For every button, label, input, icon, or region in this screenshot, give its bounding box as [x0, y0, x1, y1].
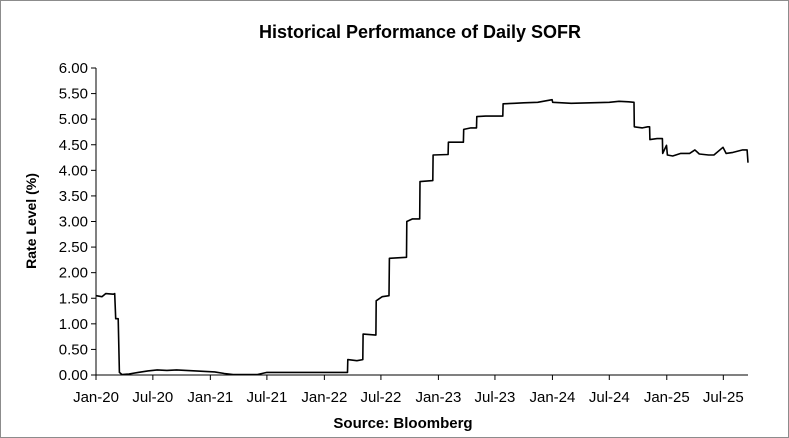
x-tick-label: Jul-25 [703, 389, 744, 406]
y-tick-label: 6.00 [59, 60, 88, 77]
x-tick-label: Jul-21 [246, 389, 287, 406]
chart-title: Historical Performance of Daily SOFR [259, 22, 581, 42]
y-tick-label: 4.50 [59, 137, 88, 154]
y-tick-label: 2.00 [59, 265, 88, 282]
y-tick-label: 5.00 [59, 111, 88, 128]
y-tick-label: 3.00 [59, 214, 88, 231]
x-tick-label: Jan-24 [529, 389, 575, 406]
x-tick-label: Jan-20 [73, 389, 119, 406]
y-tick-label: 2.50 [59, 239, 88, 256]
y-tick-label: 3.50 [59, 188, 88, 205]
x-axis: Jan-20 Jul-20 Jan-21 Jul-21 Jan-22 Jul-22 Jan-… [73, 375, 744, 406]
y-axis: 0.00 0.50 1.00 1.50 2.00 2.50 3.00 3.50 4.00 4.50… [59, 60, 96, 384]
x-tick-label: Jan-25 [644, 389, 690, 406]
y-tick-label: 0.00 [59, 367, 88, 384]
x-tick-label: Jul-22 [360, 389, 401, 406]
y-tick-label: 1.00 [59, 316, 88, 333]
x-tick-label: Jul-24 [589, 389, 630, 406]
sofr-series-line [96, 98, 749, 376]
x-tick-label: Jan-22 [301, 389, 347, 406]
y-axis-title: Rate Level (%) [23, 173, 39, 269]
source-label: Source: Bloomberg [333, 415, 472, 432]
y-tick-label: 4.00 [59, 162, 88, 179]
y-tick-label: 1.50 [59, 290, 88, 307]
x-tick-label: Jan-23 [415, 389, 461, 406]
x-tick-label: Jan-21 [187, 389, 233, 406]
y-tick-label: 0.50 [59, 341, 88, 358]
x-tick-label: Jul-23 [475, 389, 516, 406]
x-tick-label: Jul-20 [132, 389, 173, 406]
y-tick-label: 5.50 [59, 86, 88, 103]
